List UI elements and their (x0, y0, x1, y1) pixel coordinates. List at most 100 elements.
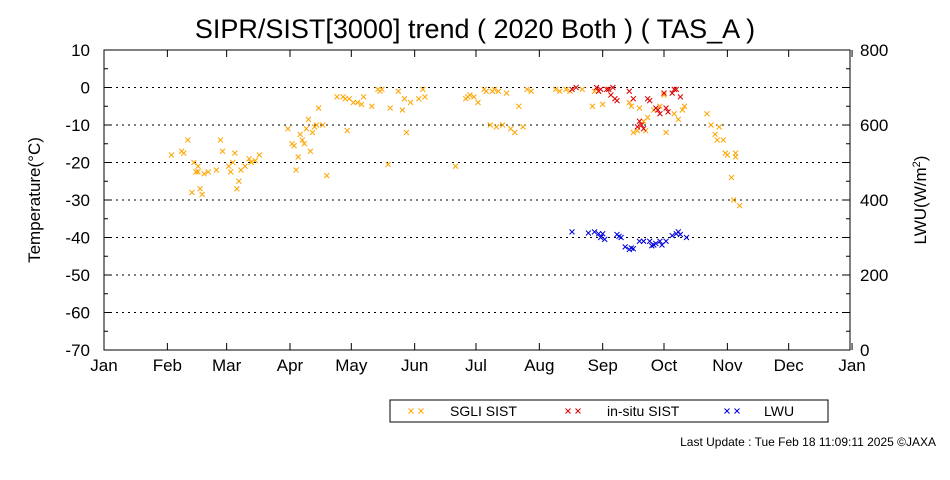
data-point (407, 99, 414, 106)
last-update-footer: Last Update : Tue Feb 18 11:09:11 2025 ©… (680, 435, 936, 449)
y-tick-label: -40 (65, 229, 90, 248)
data-point (419, 86, 426, 93)
axis-ticks: 100-10-20-30-40-50-60-708006004002000Jan… (65, 41, 888, 375)
data-point (301, 140, 308, 147)
data-point (319, 122, 326, 128)
data-point (640, 125, 647, 132)
data-point (593, 84, 600, 91)
legend-label-sgli: SGLI SIST (450, 403, 517, 419)
data-point (597, 234, 604, 241)
legend-marker (565, 408, 571, 414)
y-tick-label: 0 (81, 79, 90, 98)
y-tick-label: -20 (65, 154, 90, 173)
data-point (227, 169, 234, 175)
data-point (401, 95, 408, 102)
legend-marker (724, 408, 730, 414)
data-point (213, 167, 220, 173)
y2-axis-label-sup: 2 (911, 161, 923, 167)
data-point (683, 234, 690, 241)
data-point (399, 107, 406, 113)
legend-marker (734, 408, 740, 414)
data-point (634, 124, 641, 130)
legend-markers (408, 408, 740, 414)
data-point (503, 90, 510, 96)
x-tick-label: Jun (401, 356, 428, 375)
data-point (180, 150, 187, 156)
data-point (675, 116, 682, 123)
data-point (636, 105, 643, 111)
data-point (579, 86, 586, 93)
x-tick-label: May (335, 356, 368, 375)
data-point (516, 103, 522, 110)
data-point (358, 101, 365, 108)
y2-tick-label: 600 (860, 116, 888, 135)
data-point (644, 114, 651, 121)
y-tick-label: -70 (65, 341, 90, 360)
y2-tick-label: 200 (860, 266, 888, 285)
data-point (657, 238, 663, 245)
data-point (344, 127, 351, 134)
data-point (197, 185, 203, 192)
data-point (730, 197, 737, 203)
data-point (236, 178, 242, 185)
legend-label-insitu: in-situ SIST (607, 403, 680, 419)
data-point (471, 94, 477, 100)
data-point (229, 159, 236, 166)
series-0 (168, 86, 743, 209)
data-point (195, 169, 201, 175)
data-point (524, 86, 530, 93)
x-tick-label: Jan (838, 356, 865, 375)
data-point (720, 137, 727, 143)
x-tick-label: Nov (712, 356, 743, 375)
data-point (663, 238, 669, 245)
data-point (563, 86, 569, 93)
data-point (614, 97, 620, 104)
data-point (655, 107, 661, 113)
data-point (677, 94, 684, 100)
data-point (630, 245, 637, 252)
data-point (528, 88, 535, 95)
data-point (360, 94, 367, 100)
x-tick-label: Jan (90, 356, 117, 375)
data-point (622, 244, 629, 250)
data-point (589, 103, 596, 110)
data-point (483, 88, 490, 95)
data-point (248, 159, 255, 166)
data-point (297, 131, 304, 138)
data-point (657, 110, 663, 117)
data-point (646, 97, 653, 104)
data-point (714, 137, 721, 143)
data-point (630, 95, 637, 102)
data-point (591, 229, 598, 235)
data-point (638, 122, 645, 128)
y2-tick-label: 0 (860, 341, 869, 360)
data-point (673, 86, 680, 93)
y-axis-label: Temperature(°C) (25, 137, 44, 263)
data-point (379, 86, 385, 93)
data-point (520, 124, 526, 130)
data-point (652, 240, 659, 247)
data-point (712, 131, 718, 138)
data-point (395, 88, 402, 95)
data-point (597, 86, 604, 93)
data-point (671, 86, 678, 93)
data-point (732, 154, 739, 160)
x-tick-label: Jul (465, 356, 487, 375)
data-point (231, 150, 238, 156)
data-point (495, 88, 502, 95)
data-point (285, 125, 291, 132)
data-point (605, 86, 612, 93)
data-point (552, 86, 559, 93)
data-point (313, 122, 320, 128)
legend-label-lwu: LWU (764, 403, 794, 419)
data-point (569, 86, 575, 93)
data-point (585, 230, 592, 236)
y2-axis-label-end: ) (911, 156, 930, 162)
data-point (661, 92, 667, 98)
data-point (591, 88, 598, 95)
data-point (452, 163, 459, 170)
data-point (599, 101, 606, 108)
data-point (242, 163, 248, 170)
chart-title: SIPR/SIST[3000] trend ( 2020 Both ) ( TA… (195, 14, 755, 44)
